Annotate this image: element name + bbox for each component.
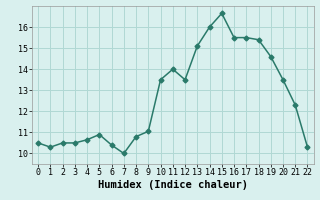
X-axis label: Humidex (Indice chaleur): Humidex (Indice chaleur) [98,180,248,190]
